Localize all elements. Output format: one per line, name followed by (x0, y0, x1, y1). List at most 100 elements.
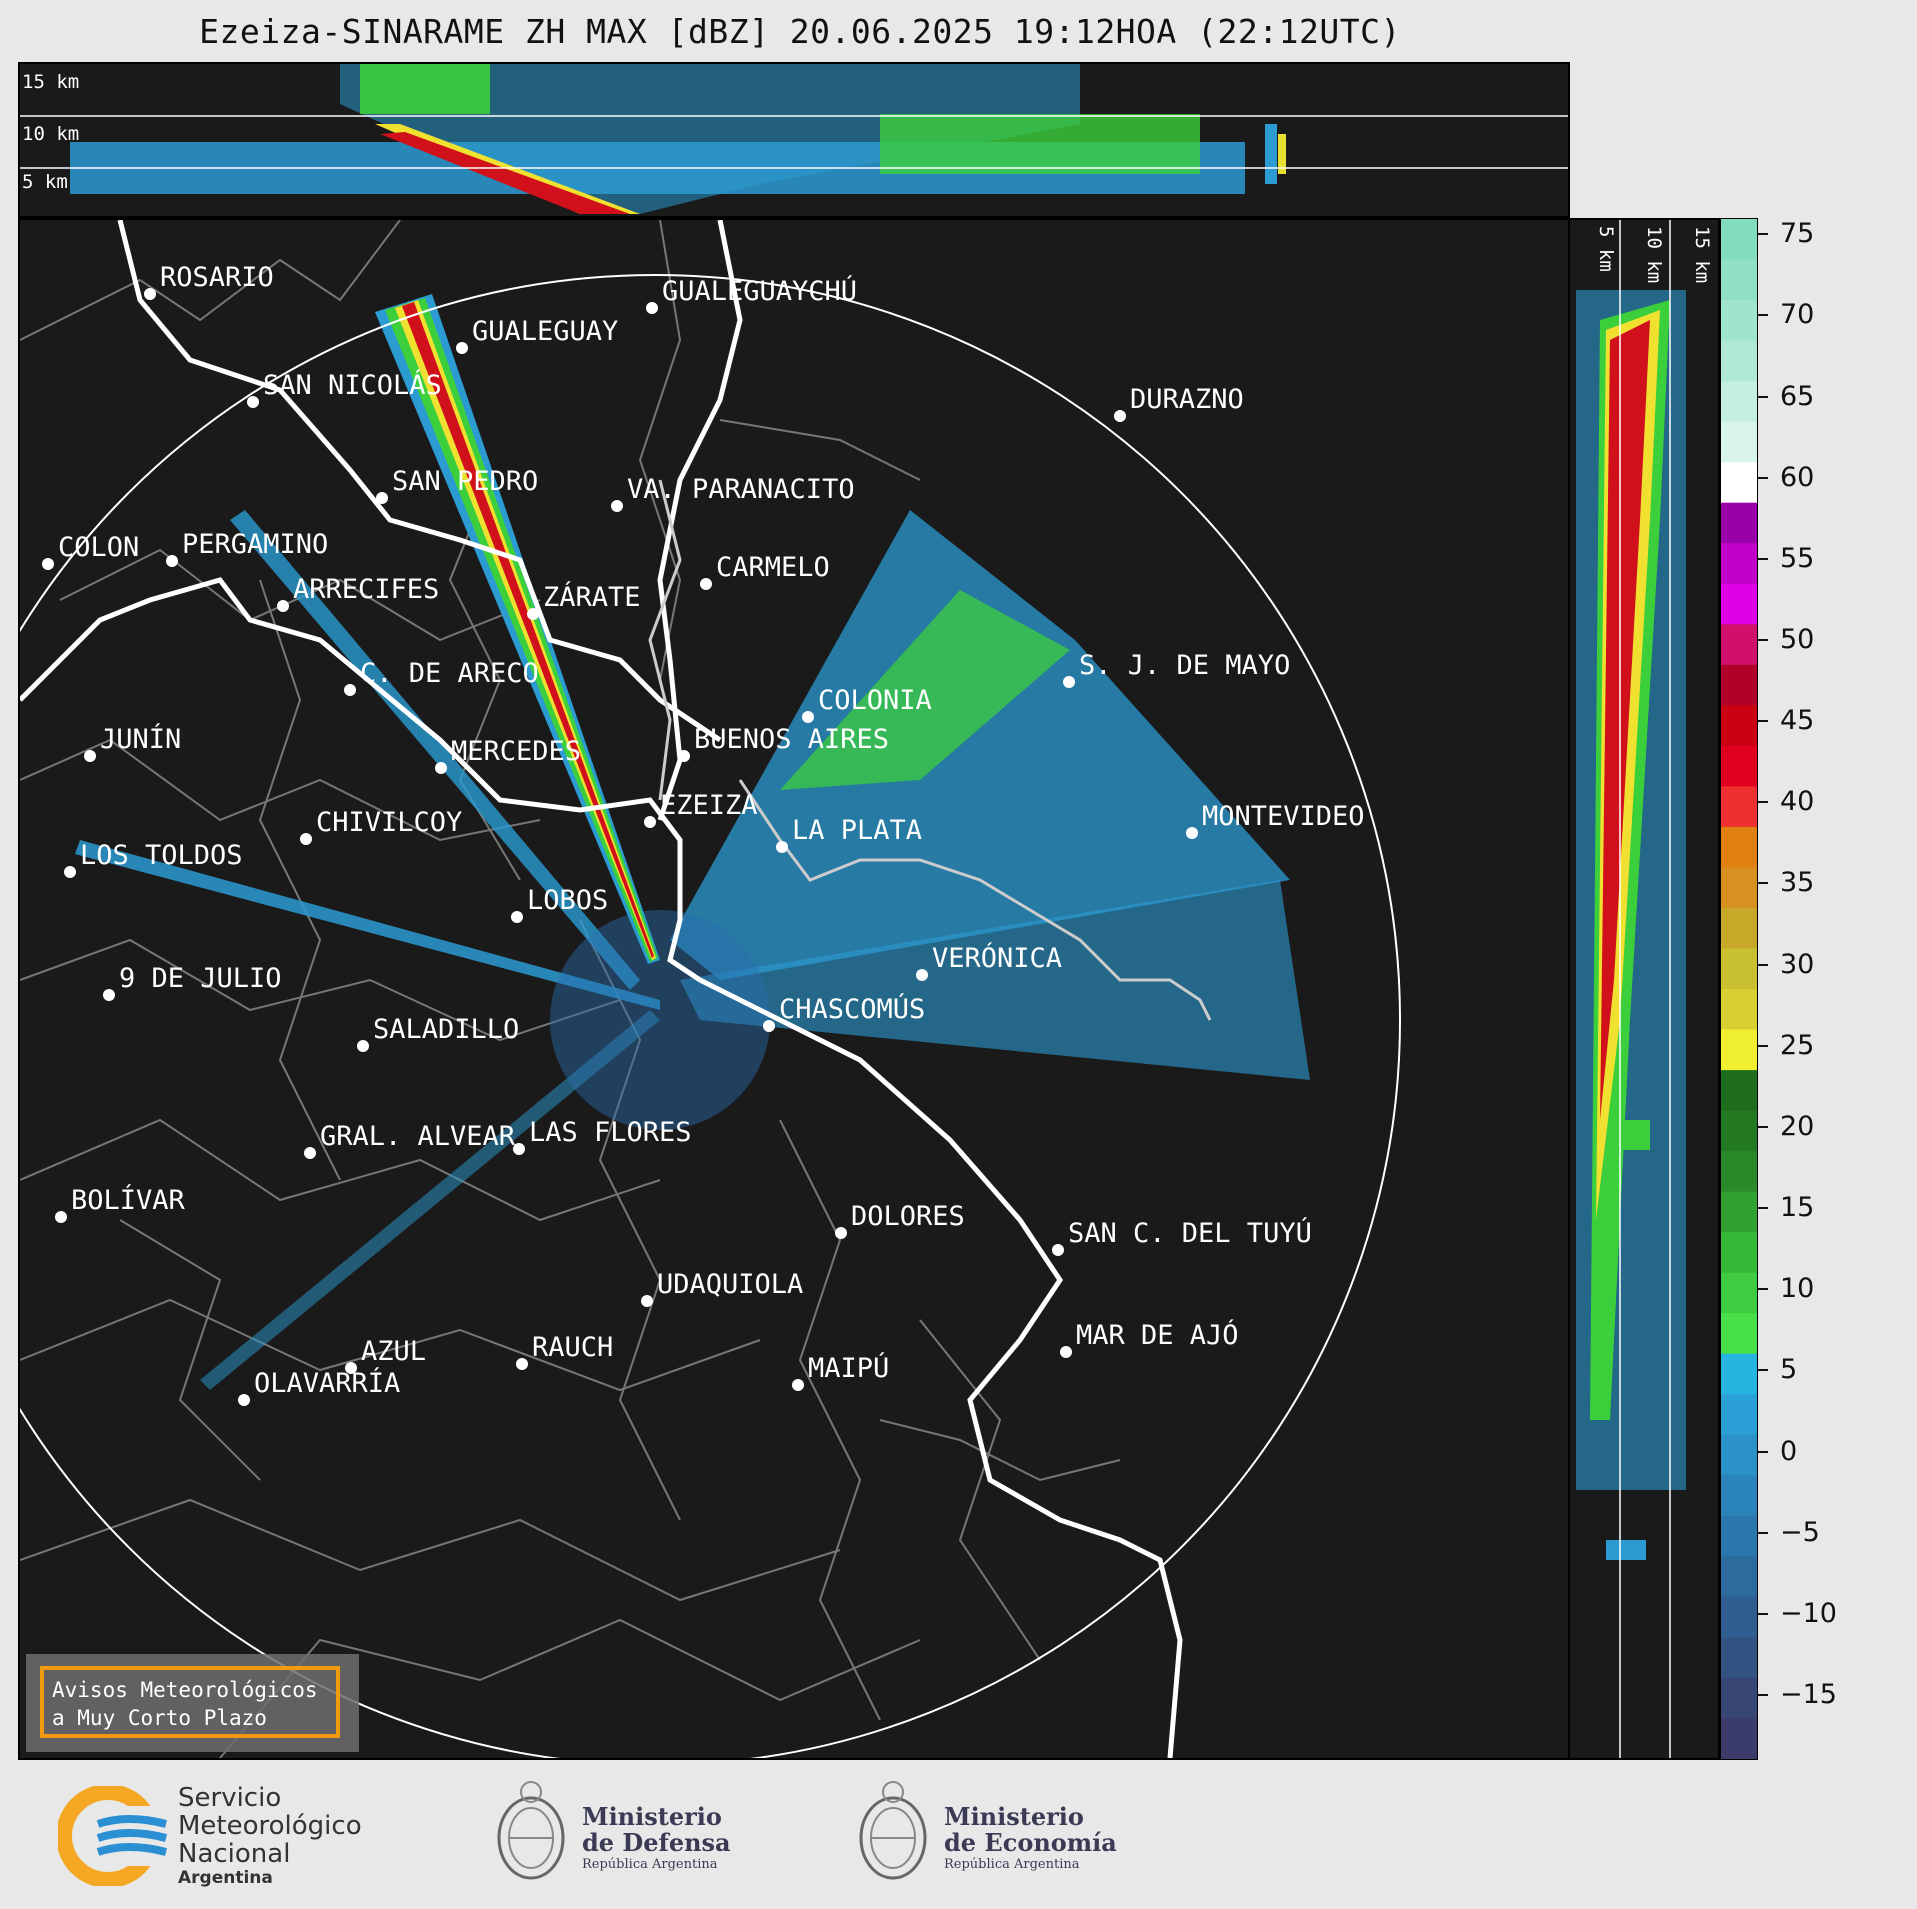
city-marker: VERÓNICA (916, 942, 1062, 981)
echo-ne-green (780, 590, 1070, 790)
city-dot (511, 911, 523, 923)
colorbar-tick-mark (1758, 557, 1768, 560)
colorbar-tick-label: 15 (1780, 1192, 1815, 1224)
city-marker: C. DE ARECO (344, 658, 539, 696)
city-dot (376, 492, 388, 504)
colorbar-tick-label: 20 (1780, 1110, 1815, 1142)
colorbar-tick-mark (1758, 1450, 1768, 1453)
colorbar-tick-mark (1758, 1531, 1768, 1534)
colorbar-tick-mark (1758, 639, 1768, 642)
colorbar-tick-label: 35 (1780, 867, 1815, 899)
city-marker: CARMELO (700, 552, 830, 590)
city-label: DURAZNO (1130, 384, 1244, 415)
side-height-15km: 15 km (1691, 226, 1713, 283)
city-marker: BOLÍVAR (55, 1184, 186, 1223)
colorbar-tick-mark (1758, 882, 1768, 885)
city-dot (84, 750, 96, 762)
city-marker: AZUL (345, 1336, 426, 1374)
city-label: GUALEGUAY (472, 316, 618, 347)
echo-ne-fan (670, 510, 1290, 980)
city-marker: ROSARIO (144, 262, 274, 300)
radar-map-panel[interactable]: ROSARIO GUALEGUAYCHÚ GUALEGUAY SAN NICOLÁS D… (18, 218, 1570, 1760)
top-cross-section-svg: 15 km 10 km 5 km (20, 64, 1568, 214)
colorbar-tick-mark (1758, 476, 1768, 479)
city-layer: ROSARIO GUALEGUAYCHÚ GUALEGUAY SAN NICOLÁS D… (42, 262, 1365, 1406)
colorbar-tick-mark (1758, 720, 1768, 723)
avisos-box[interactable]: Avisos Meteorológicos a Muy Corto Plazo (26, 1654, 359, 1752)
city-marker: EZEIZA (644, 790, 758, 828)
height-label-10km: 10 km (22, 123, 79, 145)
colorbar-swatch (1721, 421, 1757, 464)
city-label: CARMELO (716, 552, 830, 583)
colorbar-swatch (1721, 826, 1757, 869)
colorbar-tick-mark (1758, 1694, 1768, 1697)
smn-logo (56, 1784, 168, 1890)
city-dot (700, 578, 712, 590)
city-label: MAR DE AJÓ (1076, 1319, 1239, 1351)
defensa-text: Ministerio de Defensa República Argentin… (582, 1804, 731, 1874)
city-label: UDAQUIOLA (657, 1269, 803, 1300)
avisos-link[interactable]: Avisos Meteorológicos a Muy Corto Plazo (40, 1666, 340, 1738)
echo-spot (1265, 124, 1277, 184)
city-marker: OLAVARRÍA (238, 1367, 400, 1406)
city-dot (55, 1211, 67, 1223)
city-dot (916, 969, 928, 981)
echo-spot-yellow (1278, 134, 1286, 174)
smn-logo-text: Servicio Meteorológico Nacional Argentin… (178, 1784, 362, 1888)
city-marker: DURAZNO (1114, 384, 1244, 422)
colorbar-tick-label: 65 (1780, 380, 1815, 412)
smn-line2: Meteorológico (178, 1811, 362, 1841)
colorbar-tick-mark (1758, 963, 1768, 966)
city-label: JUNÍN (100, 723, 181, 755)
colorbar-swatch (1721, 300, 1757, 342)
colorbar-swatch (1721, 1110, 1757, 1153)
colorbar-tick-label: 70 (1780, 299, 1815, 331)
city-marker: SAN NICOLÁS (247, 369, 442, 408)
city-label: BOLÍVAR (71, 1184, 186, 1216)
city-dot (144, 288, 156, 300)
smn-line1: Servicio (178, 1783, 282, 1813)
city-dot (247, 396, 259, 408)
colorbar-tick-mark (1758, 1044, 1768, 1047)
city-marker: LAS FLORES (513, 1117, 692, 1155)
coastlines (20, 220, 1183, 1758)
city-marker: LOS TOLDOS (64, 840, 243, 878)
city-dot (357, 1040, 369, 1052)
economia-text: Ministerio de Economía República Argenti… (944, 1804, 1117, 1874)
city-marker: DOLORES (835, 1201, 965, 1239)
colorbar-tick-mark (1758, 1125, 1768, 1128)
colorbar-tick-mark (1758, 1207, 1768, 1210)
city-label: MONTEVIDEO (1202, 801, 1365, 832)
city-dot (1060, 1346, 1072, 1358)
city-dot (644, 816, 656, 828)
colorbar-swatch (1721, 867, 1757, 909)
colorbar-swatch (1721, 1556, 1757, 1598)
city-marker: CHIVILCOY (300, 807, 462, 845)
city-marker: BUENOS AIRES (678, 724, 889, 762)
smn-line3: Nacional (178, 1839, 291, 1869)
city-marker: SALADILLO (357, 1014, 519, 1052)
economia-line3: República Argentina (944, 1857, 1080, 1872)
colorbar-swatch (1721, 340, 1757, 383)
reflectivity-colorbar (1720, 218, 1758, 1760)
colorbar-svg (1721, 219, 1757, 1759)
city-label: ROSARIO (160, 262, 274, 293)
city-dot (304, 1147, 316, 1159)
city-label: SALADILLO (373, 1014, 519, 1045)
city-label: GUALEGUAYCHÚ (662, 275, 857, 307)
colorbar-swatch (1721, 1515, 1757, 1558)
city-marker: LA PLATA (776, 815, 922, 853)
echo-west-streak (75, 840, 660, 1010)
colorbar-swatch (1721, 705, 1757, 747)
city-dot (456, 342, 468, 354)
city-dot (1186, 827, 1198, 839)
city-dot (1052, 1244, 1064, 1256)
city-dot (1063, 676, 1075, 688)
city-dot (678, 750, 690, 762)
city-marker: CHASCOMÚS (763, 993, 925, 1032)
colorbar-swatch (1721, 1394, 1757, 1436)
city-label: S. J. DE MAYO (1079, 650, 1290, 681)
city-marker: RAUCH (516, 1332, 613, 1370)
range-ring (20, 274, 1401, 1758)
city-dot (792, 1379, 804, 1391)
